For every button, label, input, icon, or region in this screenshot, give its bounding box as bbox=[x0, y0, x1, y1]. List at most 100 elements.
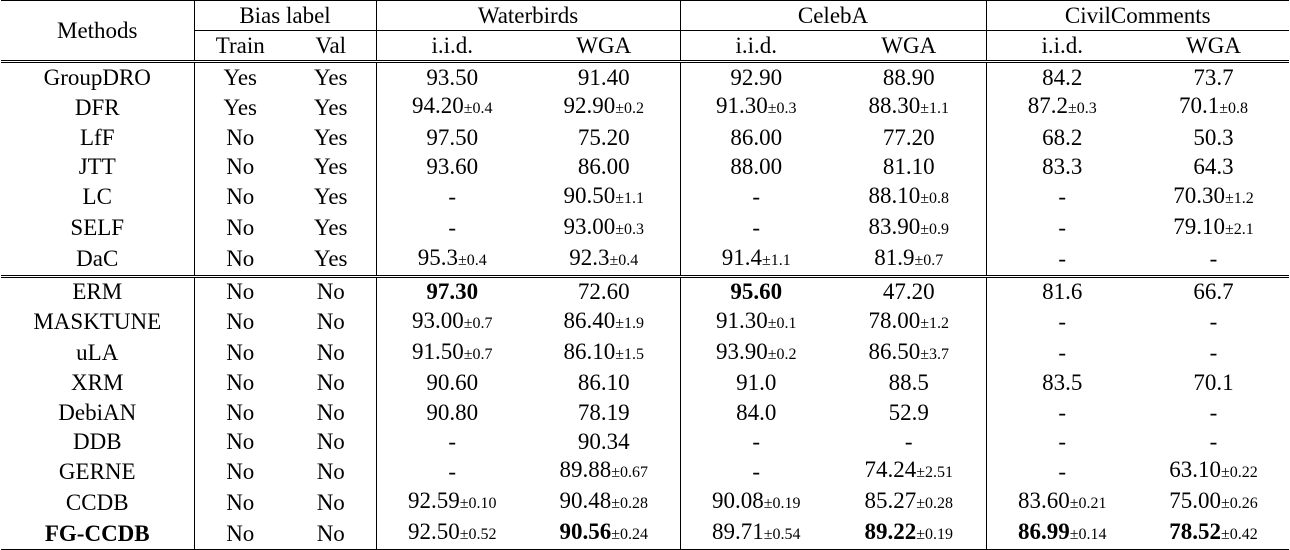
train-cell-text: No bbox=[226, 124, 255, 150]
method-cell-text: GroupDRO bbox=[43, 64, 151, 90]
header-row-top: Methods Bias label Waterbirds CelebA Civ… bbox=[1, 0, 1290, 62]
value-text: - bbox=[448, 458, 457, 484]
train-cell: No bbox=[193, 152, 286, 182]
value-text: - bbox=[752, 184, 761, 210]
table-row: SELF No Yes - 93.00±0.3 - 83.90±0.9 - 79.10±2.1 bbox=[1, 212, 1289, 244]
train-cell: No bbox=[193, 487, 286, 519]
method-cell-text: ERM bbox=[72, 279, 123, 305]
value-cell-ca-wga: 77.20 bbox=[832, 123, 986, 152]
value-cell-ca-wga: 74.24±2.51 bbox=[832, 456, 986, 487]
value-text: 91.50 bbox=[411, 338, 464, 364]
std-text: ±0.9 bbox=[920, 220, 950, 238]
value-cell-wb-iid: 95.3±0.4 bbox=[375, 243, 528, 277]
std-text: ±0.3 bbox=[1068, 100, 1097, 118]
value-text: 83.60 bbox=[1018, 488, 1070, 514]
value-cell-ca-iid: 90.08±0.19 bbox=[679, 487, 832, 519]
std-text: ±0.8 bbox=[1219, 100, 1249, 118]
waterbirds-iid-header: i.i.d. bbox=[375, 30, 528, 62]
val-cell: No bbox=[286, 518, 376, 550]
value-cell-cc-wga: 70.1 bbox=[1138, 369, 1289, 398]
value-cell-ca-wga: 89.22±0.19 bbox=[832, 518, 987, 550]
value-cell-wb-wga: 86.40±1.9 bbox=[528, 307, 680, 338]
value-text: 87.2 bbox=[1027, 93, 1068, 119]
method-cell: DFR bbox=[1, 92, 194, 123]
value-cell-cc-iid: - bbox=[985, 337, 1139, 369]
value-cell-wb-wga: 92.90±0.2 bbox=[528, 92, 680, 123]
val-cell-text: Yes bbox=[314, 184, 348, 210]
value-cell-wb-wga: 86.10±1.5 bbox=[528, 338, 680, 369]
methods-header: Methods bbox=[1, 0, 194, 62]
value-cell-wb-wga: 92.3±0.4 bbox=[528, 244, 680, 277]
value-text: 85.27 bbox=[864, 488, 917, 514]
train-header: Train bbox=[193, 30, 286, 62]
value-cell-ca-wga: 78.00±1.2 bbox=[832, 307, 986, 338]
value-cell-cc-iid: 83.5 bbox=[985, 368, 1139, 398]
val-cell-text: No bbox=[316, 309, 345, 335]
value-text: 88.00 bbox=[730, 153, 783, 179]
val-cell: No bbox=[286, 487, 376, 518]
train-cell-text: No bbox=[226, 340, 255, 366]
value-cell-ca-iid: - bbox=[679, 456, 832, 488]
std-text: ±0.28 bbox=[611, 495, 649, 513]
value-cell-cc-iid: - bbox=[985, 181, 1139, 213]
value-cell-wb-wga: 91.40 bbox=[528, 60, 680, 93]
value-text: 88.10 bbox=[868, 182, 921, 208]
method-cell: DebiAN bbox=[1, 398, 194, 427]
value-cell-wb-iid: 90.60 bbox=[375, 368, 528, 398]
value-cell-wb-iid: - bbox=[375, 212, 528, 244]
value-text: 64.3 bbox=[1193, 153, 1234, 179]
value-text: 75.20 bbox=[577, 124, 630, 150]
value-cell-cc-iid: 83.3 bbox=[985, 152, 1139, 182]
value-cell-ca-iid: 92.90 bbox=[679, 60, 832, 93]
train-cell-text: Yes bbox=[223, 64, 257, 90]
value-cell-cc-iid: - bbox=[985, 456, 1139, 488]
value-cell-ca-wga: 85.27±0.28 bbox=[832, 487, 986, 518]
value-cell-ca-wga: 47.20 bbox=[832, 274, 987, 307]
train-cell-text: No bbox=[226, 153, 255, 179]
val-cell: No bbox=[286, 274, 376, 307]
method-cell: LC bbox=[1, 182, 194, 213]
value-text: 81.10 bbox=[882, 153, 935, 179]
value-cell-cc-wga: 50.3 bbox=[1138, 123, 1289, 152]
value-text: 92.59 bbox=[407, 488, 460, 514]
val-cell: Yes bbox=[286, 92, 376, 123]
std-text: ±1.1 bbox=[920, 100, 950, 118]
method-cell: GERNE bbox=[1, 456, 194, 487]
value-cell-wb-iid: 93.50 bbox=[375, 60, 528, 93]
val-cell-text: Yes bbox=[314, 94, 348, 120]
train-cell: No bbox=[193, 274, 286, 307]
value-cell-ca-wga: 52.9 bbox=[832, 398, 986, 427]
value-cell-wb-wga: 86.10 bbox=[528, 369, 680, 398]
train-cell-text: No bbox=[226, 520, 255, 546]
value-text: 90.48 bbox=[559, 488, 612, 514]
value-cell-wb-iid: - bbox=[375, 456, 528, 488]
val-cell-text: Yes bbox=[314, 215, 348, 241]
value-cell-cc-wga: - bbox=[1138, 338, 1289, 369]
table-row: FG-CCDB No No 92.50±0.52 90.56±0.24 89.71±0.5… bbox=[1, 518, 1290, 550]
train-cell-text: Yes bbox=[223, 94, 257, 120]
method-cell-text: DaC bbox=[76, 246, 119, 272]
table-row: GroupDRO Yes Yes 93.50 91.40 92.90 88.90 84.2 73… bbox=[1, 60, 1290, 93]
value-text: - bbox=[752, 458, 761, 484]
val-cell-text: No bbox=[316, 458, 345, 484]
value-text: - bbox=[448, 215, 457, 241]
std-text: ±0.2 bbox=[615, 100, 645, 118]
value-cell-cc-wga: 64.3 bbox=[1138, 152, 1289, 181]
std-text: ±1.1 bbox=[615, 189, 645, 207]
celeba-wga-header: WGA bbox=[881, 32, 937, 58]
value-text: 78.00 bbox=[868, 307, 921, 333]
value-text: 68.2 bbox=[1042, 124, 1083, 150]
value-text: 70.30 bbox=[1173, 182, 1225, 208]
method-cell: GroupDRO bbox=[1, 60, 194, 93]
method-cell-text: XRM bbox=[71, 370, 124, 396]
value-cell-cc-iid: - bbox=[985, 427, 1139, 457]
value-text: 83.5 bbox=[1042, 370, 1083, 396]
method-cell-text: CCDB bbox=[65, 489, 129, 515]
val-cell-text: No bbox=[316, 279, 345, 305]
std-text: ±0.24 bbox=[611, 526, 649, 544]
value-cell-wb-iid: 92.59±0.10 bbox=[375, 487, 528, 519]
value-cell-cc-iid: - bbox=[985, 306, 1139, 338]
std-text: ±0.4 bbox=[609, 251, 639, 269]
std-text: ±0.2 bbox=[767, 345, 797, 363]
